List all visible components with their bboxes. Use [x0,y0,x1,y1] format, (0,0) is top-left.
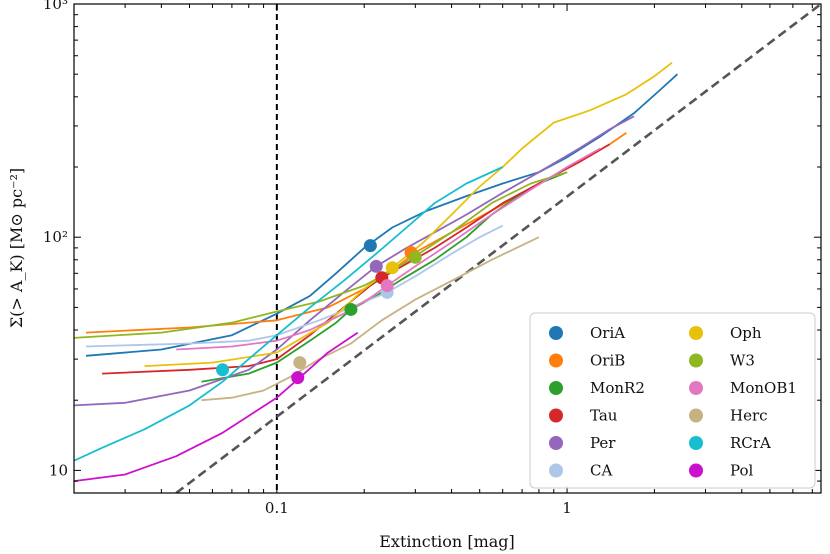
series-marker-pol [291,371,305,385]
legend-marker [549,408,563,423]
legend-label: OriB [590,352,625,370]
legend-item-oph: Oph [689,324,762,342]
legend-marker [689,408,703,423]
legend-item-monob1: MonOB1 [689,379,797,397]
legend-label: Tau [590,407,618,425]
series-line-oph [144,61,673,367]
legend-marker [549,381,563,395]
series-line-pol [74,331,359,482]
plot-area [74,4,821,493]
legend-label: CA [590,462,612,480]
legend: OriA OriB MonR2 Tau Per CA Oph W3 MonOB1 Herc RCrA… [529,312,816,489]
legend-item-herc: Herc [689,407,768,425]
x-tick-label: 0.1 [265,499,289,517]
diagonal-reference-line [175,4,821,493]
legend-item-tau: Tau [549,407,618,425]
series-line-per [74,115,635,407]
series-marker-monob1 [380,279,394,293]
y-tick-label: 10² [43,228,68,246]
legend-marker [689,353,703,368]
series-marker-monr2 [344,302,358,316]
series-marker-oph [385,261,399,275]
series-marker-oria [363,239,377,253]
legend-label: Per [590,434,616,452]
legend-item-ca: CA [549,462,612,480]
legend-marker [549,326,563,340]
axis-ticks: 0.1 1 10 10² 10³ [43,0,821,517]
legend-item-oria: OriA [549,324,625,342]
legend-marker [689,381,703,395]
legend-marker [689,326,703,340]
series-marker-w3 [408,250,422,264]
legend-label: Pol [730,462,754,480]
legend-item-orib: OriB [549,352,625,370]
legend-label: W3 [730,352,755,370]
x-axis-label: Extinction [mag] [379,532,515,551]
x-tick-label: 1 [562,499,572,517]
series-line-herc [201,236,540,402]
legend-item-w3: W3 [689,352,755,370]
legend-marker [689,463,703,478]
legend-item-rcra: RCrA [689,434,771,452]
legend-box [529,312,816,489]
legend-marker [549,353,563,368]
legend-label: OriA [590,324,625,342]
legend-item-pol: Pol [689,462,754,480]
series-marker-rcra [216,363,230,377]
legend-label: MonR2 [590,379,645,397]
legend-marker [689,436,703,450]
legend-marker [549,436,563,450]
series-marker-per [369,259,383,273]
plot-frame [73,3,822,494]
y-tick-label: 10 [49,461,68,479]
legend-label: RCrA [730,434,771,452]
legend-item-per: Per [549,434,616,452]
legend-label: MonOB1 [730,379,797,397]
series-marker-herc [293,356,307,370]
y-axis-label: Σ(> A_K) [M⊙ pc⁻²] [7,168,26,328]
legend-item-monr2: MonR2 [549,379,645,397]
legend-label: Herc [730,407,768,425]
series-line-rcra [74,166,504,462]
legend-label: Oph [730,324,762,342]
y-tick-label: 10³ [43,0,68,13]
legend-marker [549,463,563,478]
